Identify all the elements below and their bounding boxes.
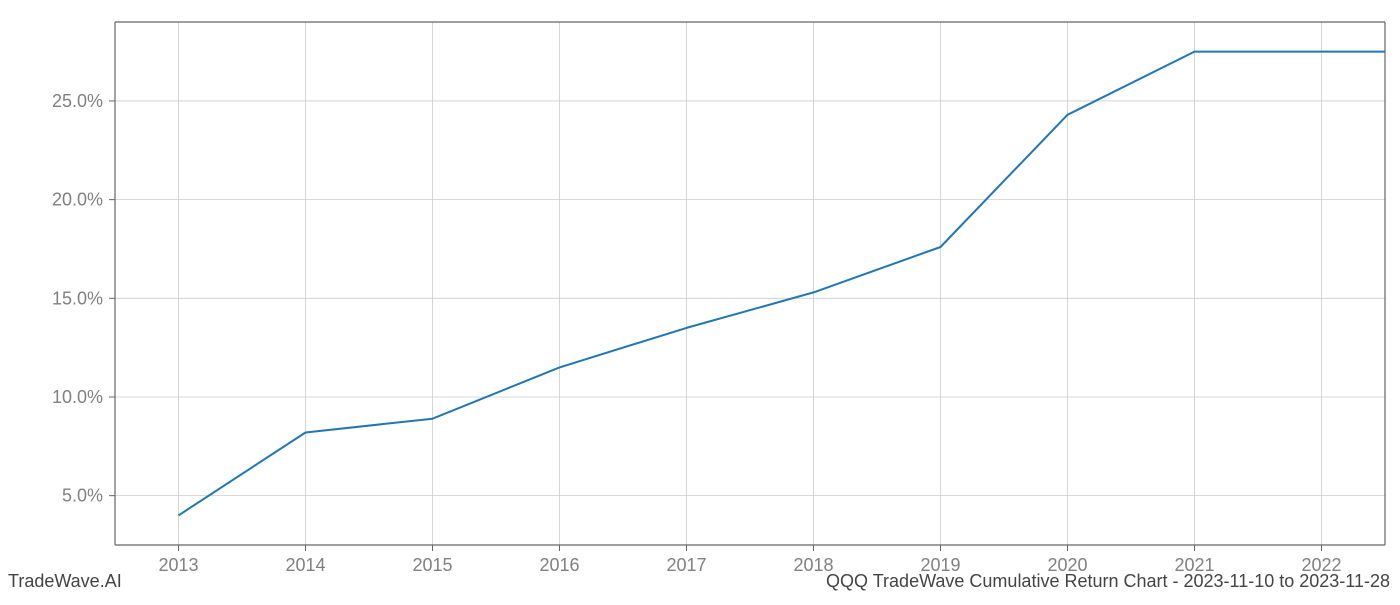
svg-text:20.0%: 20.0% xyxy=(52,190,103,210)
svg-text:10.0%: 10.0% xyxy=(52,387,103,407)
svg-text:2017: 2017 xyxy=(666,555,706,575)
svg-text:2015: 2015 xyxy=(412,555,452,575)
footer-attribution: TradeWave.AI xyxy=(8,571,122,592)
svg-text:2016: 2016 xyxy=(539,555,579,575)
svg-text:5.0%: 5.0% xyxy=(62,486,103,506)
line-chart: 2013201420152016201720182019202020212022… xyxy=(0,0,1400,600)
svg-text:2014: 2014 xyxy=(285,555,325,575)
svg-text:15.0%: 15.0% xyxy=(52,288,103,308)
svg-text:2013: 2013 xyxy=(158,555,198,575)
svg-text:25.0%: 25.0% xyxy=(52,91,103,111)
footer-caption: QQQ TradeWave Cumulative Return Chart - … xyxy=(826,571,1390,592)
chart-container: 2013201420152016201720182019202020212022… xyxy=(0,0,1400,600)
